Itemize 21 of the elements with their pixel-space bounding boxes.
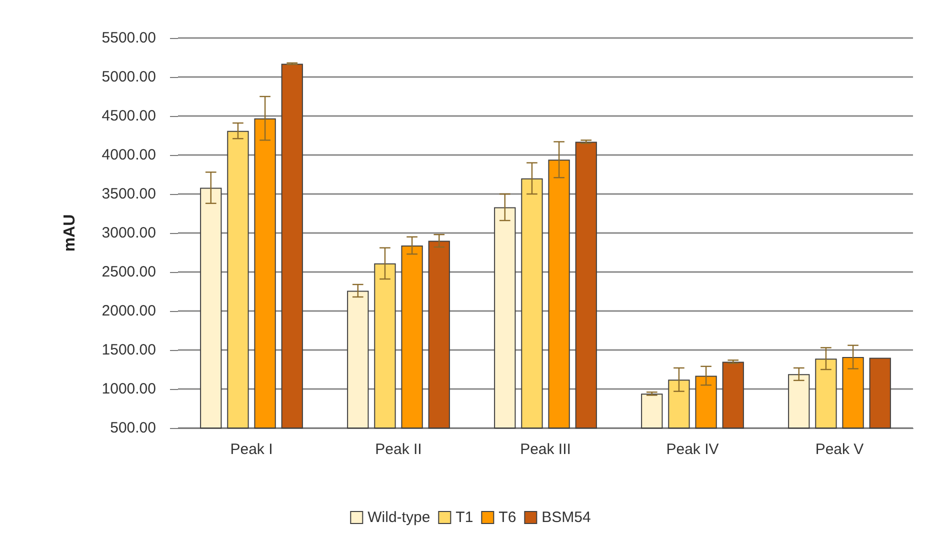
y-tick-label: 3500.00: [102, 186, 156, 202]
y-tick-label: 4000.00: [102, 146, 156, 164]
y-tick-label: 1000.00: [102, 380, 156, 398]
y-tick-label: 1500.00: [102, 342, 156, 358]
y-tick-label: 5500.00: [102, 30, 156, 46]
y-tick-label: 2500.00: [102, 264, 156, 280]
y-tick-label: 4500.00: [102, 108, 156, 124]
x-tick-label: Peak I: [230, 441, 273, 458]
y-tick-label: 2000.00: [102, 302, 156, 320]
legend-label: T6: [498, 509, 516, 526]
x-tick-label: Peak IV: [666, 441, 719, 458]
x-tick-label: Peak II: [375, 441, 422, 458]
y-tick-label: 5000.00: [102, 68, 156, 86]
legend-label: BSM54: [542, 509, 591, 526]
legend-label: Wild-type: [368, 509, 430, 526]
y-axis-title: mAU: [62, 214, 78, 252]
x-tick-label: Peak III: [520, 441, 571, 458]
y-tick-label: 3000.00: [102, 224, 156, 242]
x-tick-label: Peak V: [815, 441, 864, 458]
legend-label: T1: [456, 509, 474, 526]
y-tick-label: 500.00: [110, 420, 156, 436]
